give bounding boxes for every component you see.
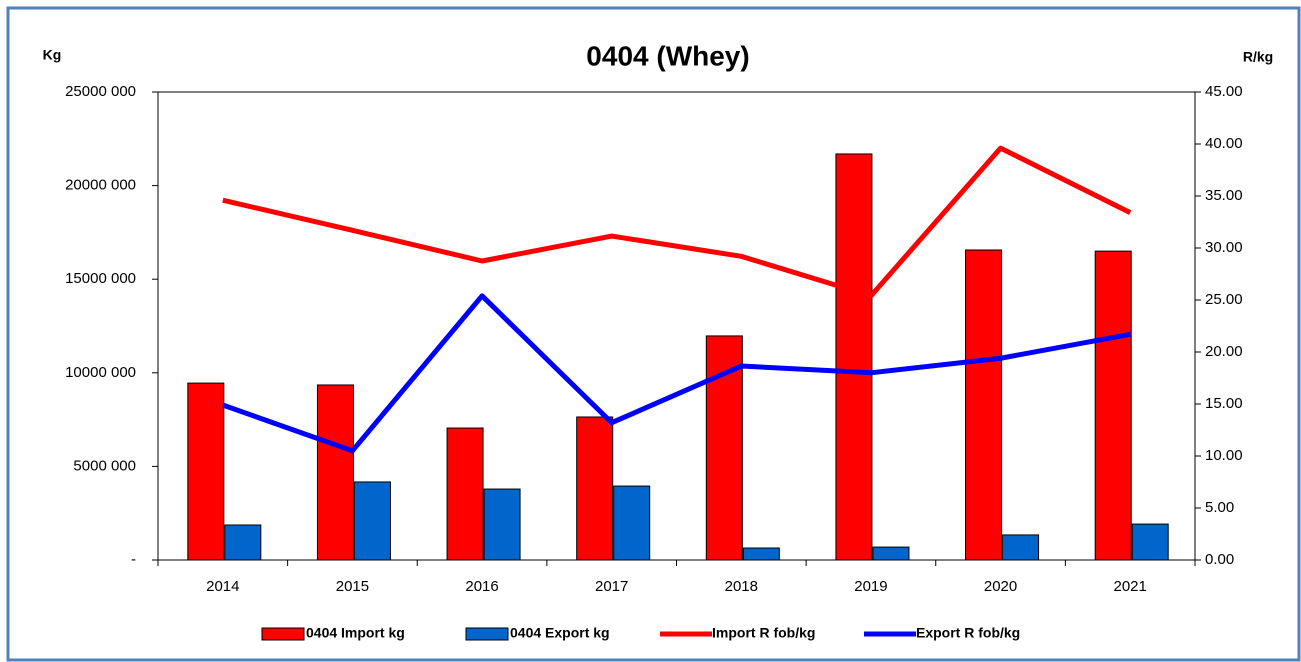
y2-tick-label: 25.00 <box>1205 291 1243 308</box>
y2-tick-label: 15.00 <box>1205 395 1243 412</box>
legend-swatch <box>465 627 509 641</box>
y-tick-label: 15000 000 <box>65 270 136 287</box>
y2-tick-label: 20.00 <box>1205 343 1243 360</box>
legend-label: Import R fob/kg <box>712 625 815 641</box>
y2-tick-label: 0.00 <box>1205 551 1234 568</box>
y2-tick-label: 5.00 <box>1205 499 1234 516</box>
bar <box>1002 534 1040 561</box>
bar <box>872 546 910 561</box>
bar <box>187 382 225 561</box>
x-tick-label: 2019 <box>854 578 887 595</box>
y-tick-label: 20000 000 <box>65 177 136 194</box>
bar <box>446 427 484 561</box>
y-tick-label: 5000 000 <box>73 457 136 474</box>
line <box>221 293 1131 454</box>
legend-label: Export R fob/kg <box>916 625 1020 641</box>
bar <box>1131 523 1169 561</box>
x-tick-label: 2021 <box>1114 578 1147 595</box>
x-tick-label: 2016 <box>465 578 498 595</box>
chart-title: 0404 (Whey) <box>586 40 749 71</box>
y-axis-label: Kg <box>43 47 62 63</box>
bar <box>576 416 614 561</box>
x-tick-label: 2020 <box>984 578 1017 595</box>
y-tick-label: 25000 000 <box>65 83 136 100</box>
line <box>222 145 1132 299</box>
y-tick-label: - <box>131 551 136 568</box>
x-tick-label: 2018 <box>725 578 758 595</box>
y-tick-label: 10000 000 <box>65 364 136 381</box>
y2-tick-label: 30.00 <box>1205 239 1243 256</box>
legend-label: 0404 Export kg <box>510 625 610 641</box>
legend-label: 0404 Import kg <box>306 625 405 641</box>
y2-tick-label: 45.00 <box>1205 83 1243 100</box>
bar <box>224 524 262 561</box>
bar <box>1094 250 1132 561</box>
bar <box>353 481 391 561</box>
x-tick-label: 2015 <box>336 578 369 595</box>
bar <box>483 488 521 561</box>
bar <box>742 547 780 561</box>
bar <box>965 249 1003 561</box>
y2-tick-label: 40.00 <box>1205 135 1243 152</box>
y2-tick-label: 10.00 <box>1205 447 1243 464</box>
y2-tick-label: 35.00 <box>1205 187 1243 204</box>
x-tick-label: 2014 <box>206 578 239 595</box>
x-tick-label: 2017 <box>595 578 628 595</box>
legend-swatch <box>261 627 305 641</box>
y2-axis-label: R/kg <box>1243 49 1273 65</box>
bar <box>613 485 651 561</box>
bar <box>835 153 873 561</box>
bar <box>316 384 354 561</box>
